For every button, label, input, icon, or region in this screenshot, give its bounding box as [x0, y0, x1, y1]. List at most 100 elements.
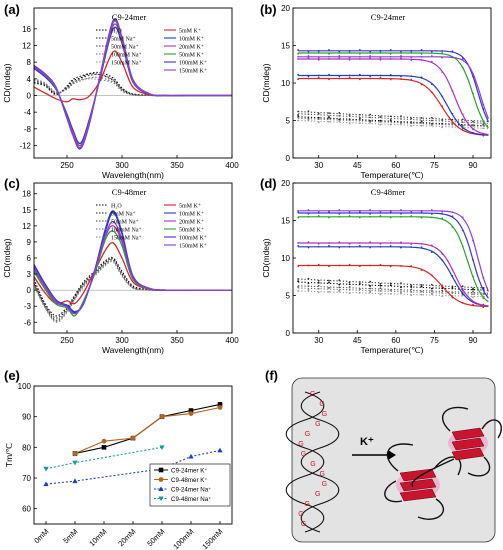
data-point [328, 281, 330, 284]
data-point [317, 242, 320, 245]
data-point [472, 275, 474, 278]
data-point [328, 265, 330, 268]
data-point [369, 212, 372, 215]
data-point [317, 263, 320, 266]
data-point [358, 242, 361, 244]
series-line-150mM K⁺ [33, 220, 232, 315]
legend-label: 50mM K⁺ [179, 52, 204, 59]
data-point [297, 49, 300, 51]
legend-label: 5mM Na⁺ [111, 211, 136, 218]
data-point [400, 78, 402, 80]
data-point [159, 414, 165, 420]
data-point [307, 52, 310, 54]
data-point [297, 52, 300, 55]
y-tick-label: 12 [22, 42, 31, 51]
data-point [307, 119, 310, 122]
data-point [328, 52, 330, 55]
data-point [389, 282, 392, 285]
data-point [297, 115, 300, 117]
data-point [379, 289, 382, 292]
data-point [430, 244, 433, 247]
data-point [338, 75, 341, 78]
data-point [379, 284, 382, 287]
data-point [379, 287, 382, 290]
data-point [410, 212, 413, 214]
x-tick-label: 250 [60, 161, 74, 170]
data-point [389, 120, 392, 123]
y-tick-label: 20 [281, 179, 290, 188]
data-point [389, 245, 392, 247]
data-point [307, 246, 310, 249]
guanine-glyph: G [315, 491, 320, 498]
data-point [441, 95, 444, 98]
data-point [358, 78, 361, 81]
data-point [307, 289, 310, 292]
data-point [420, 124, 423, 127]
data-point [358, 49, 361, 51]
data-point [358, 211, 361, 214]
data-point [441, 292, 444, 294]
data-point [317, 291, 320, 294]
data-point [369, 113, 372, 116]
legend-label: H₂O [111, 204, 122, 210]
data-point [400, 50, 402, 53]
x-tick-label: 350 [170, 336, 184, 345]
data-point [358, 291, 361, 294]
data-point [451, 211, 454, 214]
series-line-100mM K⁺ [33, 210, 232, 314]
chart-b-frame [292, 7, 492, 159]
data-point [441, 52, 444, 54]
data-point [430, 52, 433, 55]
y-tick-label: 18 [22, 190, 31, 199]
data-point [410, 246, 413, 249]
data-point [297, 113, 300, 116]
data-point [348, 118, 351, 121]
data-point [389, 216, 392, 219]
y-tick-label: 10 [281, 79, 290, 88]
arrow-head-icon [388, 450, 396, 460]
data-point [461, 66, 464, 69]
series-line-50mM Na⁺ [33, 259, 232, 321]
y-tick-label: 0 [27, 92, 32, 101]
data-point [441, 119, 444, 122]
data-point [328, 115, 330, 118]
y-tick-label: 12 [22, 222, 31, 231]
data-point [420, 119, 423, 122]
data-point [420, 83, 423, 86]
data-point [482, 304, 485, 307]
y-tick-label: 20 [281, 4, 290, 13]
data-point [379, 76, 382, 79]
data-point [389, 78, 392, 81]
data-point [158, 467, 164, 473]
data-point [461, 118, 464, 121]
y-axis-label: CD(mdeg) [261, 238, 271, 277]
legend-label: 100mM K⁺ [179, 60, 207, 67]
data-point [389, 123, 392, 126]
data-point [400, 115, 402, 117]
data-point [358, 122, 361, 124]
series-line-100mM Na⁺ [33, 260, 232, 322]
y-axis-label: CD(mdeg) [2, 63, 12, 102]
data-point [369, 77, 372, 80]
data-point [472, 92, 474, 95]
guanine-glyph: G [305, 431, 310, 438]
data-point [328, 245, 330, 247]
data-point [482, 108, 485, 110]
data-point [389, 242, 392, 244]
data-point [317, 287, 320, 290]
data-point [379, 242, 382, 245]
data-point [461, 293, 464, 296]
data-point [101, 438, 107, 444]
data-point [328, 287, 330, 290]
data-point [441, 259, 444, 262]
data-point [420, 117, 423, 119]
x-tick-label: 50mM [145, 527, 166, 548]
data-point [379, 215, 382, 217]
data-point [410, 78, 413, 81]
y-tick-label: -4 [24, 108, 32, 117]
x-tick-label: 10mM [87, 527, 108, 548]
data-point [451, 275, 454, 277]
data-point [348, 286, 351, 288]
data-point [328, 279, 330, 282]
data-point [420, 121, 423, 124]
